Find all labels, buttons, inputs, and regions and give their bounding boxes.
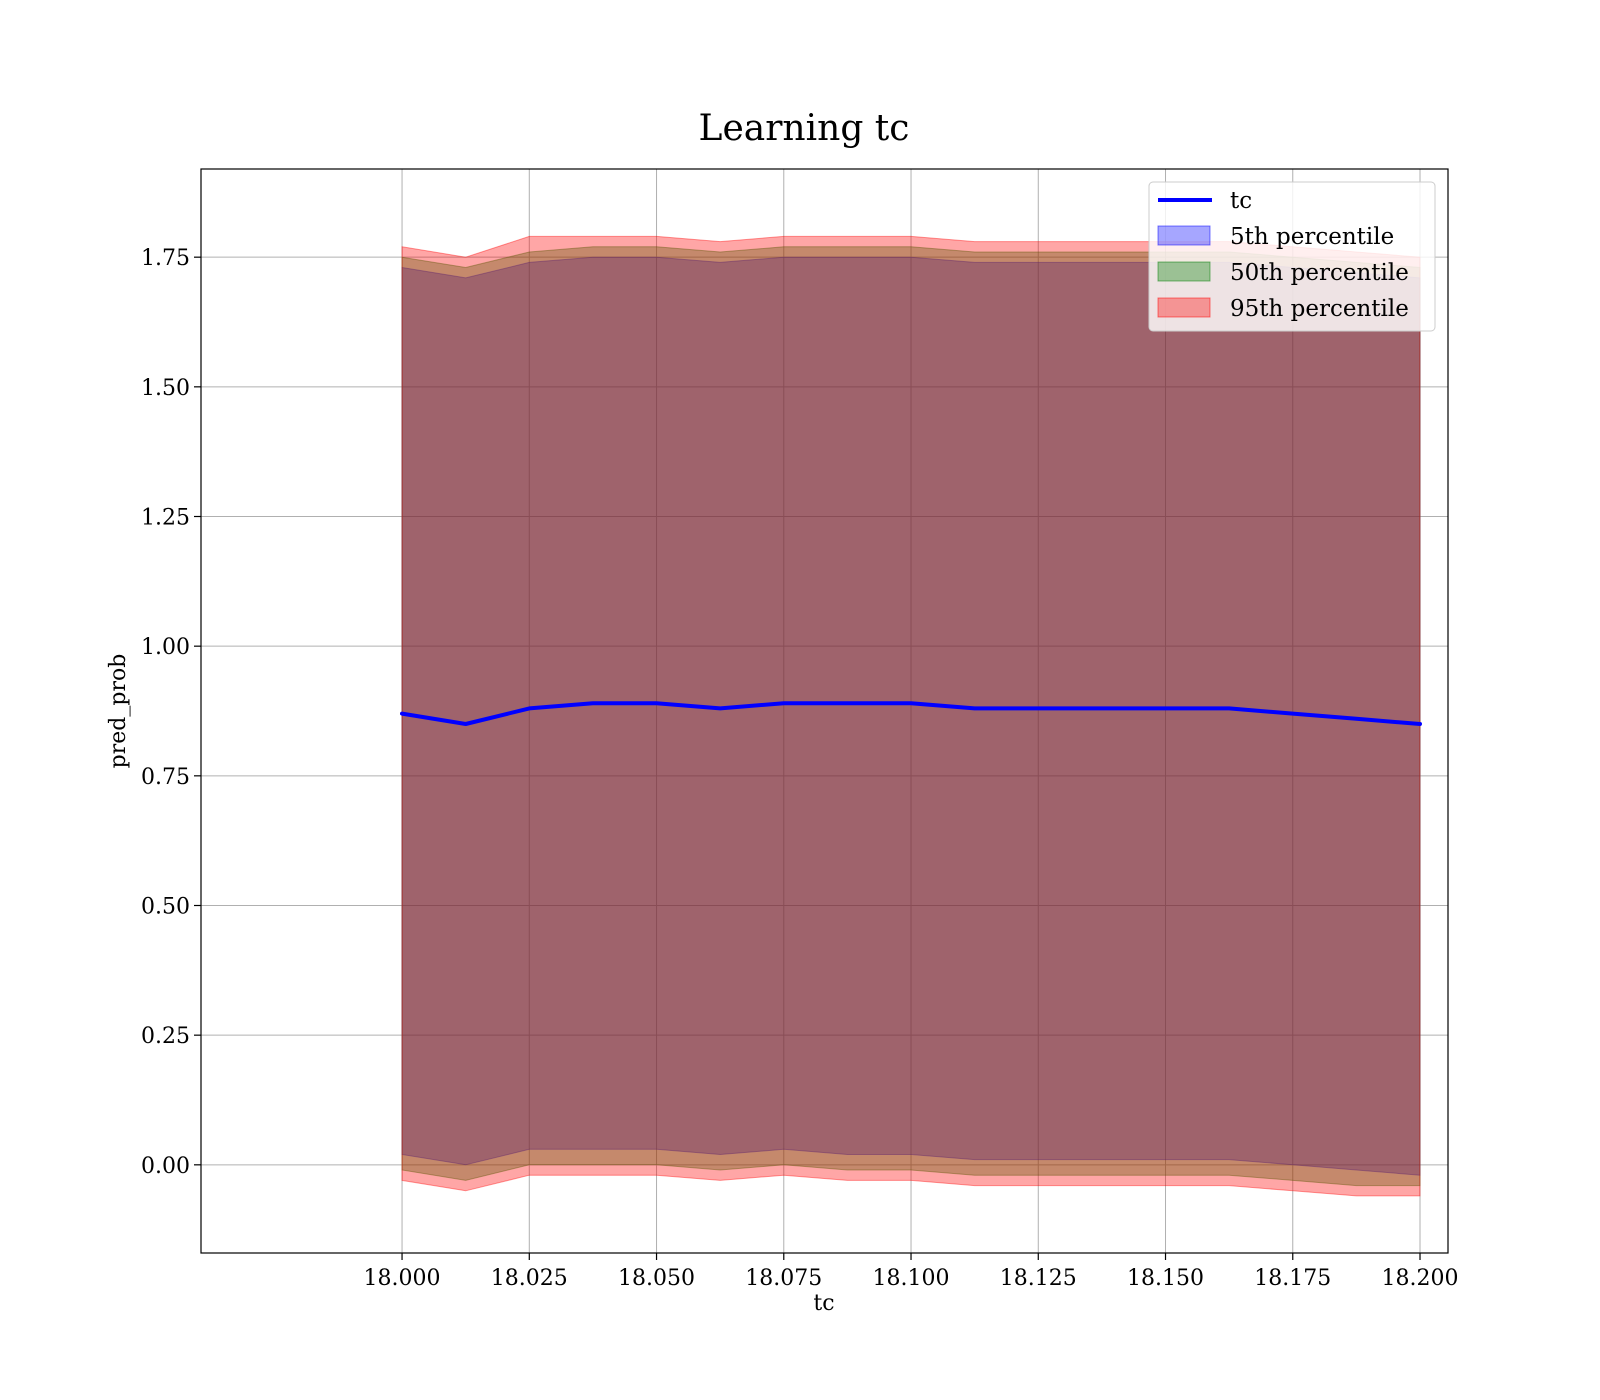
chart-title: Learning tc [699, 108, 910, 149]
y-tick-label: 0.00 [141, 1154, 190, 1179]
tc-line-point [782, 701, 786, 705]
legend-swatch-95th-percentile [1157, 297, 1211, 318]
legend-label-50th-percentile: 50th percentile [1230, 260, 1409, 286]
band-5th-percentile [401, 256, 1421, 1176]
plot-frame [200, 168, 1449, 1254]
legend: tc 5th percentile 50th percentile 95th p… [1148, 181, 1436, 332]
tc-line-point [1291, 712, 1295, 716]
x-axis: 18.000 18.025 18.050 18.075 18.100 18.125 18.1… [364, 1253, 1459, 1291]
x-tick-label: 18.200 [1382, 1266, 1459, 1291]
y-tick-label: 1.25 [141, 506, 190, 531]
tc-line-point [400, 712, 404, 716]
tc-line-point [845, 701, 849, 705]
y-axis: 0.00 0.25 0.50 0.75 1.00 1.25 1.50 1.75 [141, 246, 201, 1179]
tc-line-point [464, 722, 468, 726]
tc-line-point [1354, 717, 1358, 721]
y-tick-label: 0.25 [141, 1024, 190, 1049]
x-tick-label: 18.000 [364, 1266, 441, 1291]
legend-swatch-5th-percentile [1157, 225, 1211, 246]
tc-line-point [655, 701, 658, 705]
x-tick-label: 18.125 [1000, 1266, 1077, 1291]
percentile-bands [401, 235, 1421, 1197]
x-axis-label: tc [813, 1291, 834, 1316]
x-tick-label: 18.100 [873, 1266, 950, 1291]
tc-line-point [1164, 706, 1167, 710]
y-tick-label: 1.00 [141, 635, 190, 660]
x-tick-label: 18.025 [491, 1266, 568, 1291]
legend-box [1148, 181, 1436, 332]
tc-line-point [718, 706, 722, 710]
legend-label-95th-percentile: 95th percentile [1230, 296, 1409, 322]
legend-swatch-50th-percentile [1157, 261, 1211, 282]
y-tick-label: 0.75 [141, 765, 190, 790]
tc-line-point [527, 706, 531, 710]
tc-line-group [400, 701, 1422, 726]
plot-area [200, 168, 1449, 1254]
tc-line-point [973, 706, 977, 710]
tc-line-point [591, 701, 595, 705]
x-tick-label: 18.075 [745, 1266, 822, 1291]
tc-line-point [1036, 706, 1040, 710]
legend-label-tc: tc [1230, 188, 1252, 214]
tc-line-point [1227, 706, 1231, 710]
y-tick-label: 1.75 [141, 246, 190, 271]
y-tick-label: 0.50 [141, 894, 190, 919]
band-50th-percentile [401, 246, 1421, 1187]
legend-label-5th-percentile: 5th percentile [1230, 224, 1394, 250]
x-tick-label: 18.050 [618, 1266, 695, 1291]
band-95th-percentile [401, 235, 1421, 1197]
x-tick-label: 18.175 [1254, 1266, 1331, 1291]
tc-line-point [1418, 722, 1422, 726]
tc-line-point [1100, 706, 1104, 710]
x-tick-label: 18.150 [1127, 1266, 1204, 1291]
y-axis-label: pred_prob [106, 654, 131, 769]
tc-line-point [909, 701, 913, 705]
y-tick-label: 1.50 [141, 376, 190, 401]
